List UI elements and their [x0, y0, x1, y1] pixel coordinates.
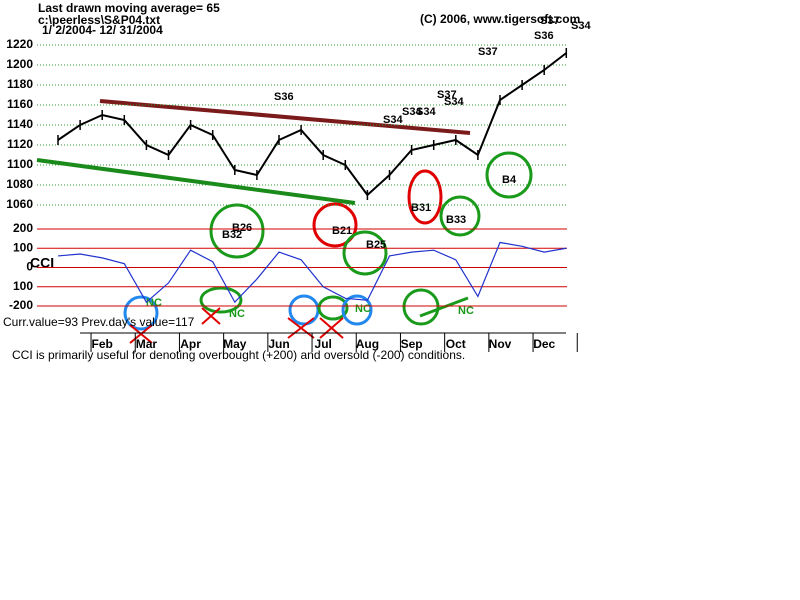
signal-circles: [123, 151, 533, 331]
series-line: [57, 241, 567, 304]
signal: S37: [540, 15, 560, 27]
y-tick-label: 1100: [7, 157, 33, 171]
y-tick-label: 0: [26, 260, 33, 274]
date-range: 1/ 2/2004- 12/ 31/2004: [42, 23, 163, 37]
signal: B32: [222, 229, 242, 241]
y-tick-label: 1060: [6, 197, 33, 211]
x-tick-label: Aug: [356, 337, 379, 351]
signal: S37: [478, 46, 498, 58]
y-tick-label: 100: [13, 279, 33, 293]
x-tick-label: Dec: [533, 337, 555, 351]
y-tick-label: 1160: [7, 97, 33, 111]
signal: S34: [416, 106, 436, 118]
signal: NC: [355, 303, 371, 315]
signal: B25: [366, 239, 386, 251]
signal: S34: [383, 114, 403, 126]
cross-marks: [129, 307, 344, 344]
signal: B31: [411, 202, 431, 214]
signal: B4: [502, 174, 517, 186]
x-tick-label: Oct: [446, 337, 466, 351]
divergence-line: [419, 296, 469, 318]
chart-title: Last drawn moving average= 65: [38, 1, 220, 15]
signal: B26: [232, 222, 252, 234]
y-tick-label: 1120: [7, 137, 33, 151]
resistance-trendline: [99, 99, 471, 135]
caption: CCI is primarily useful for denoting ove…: [12, 348, 465, 362]
signal: S34: [402, 106, 422, 118]
signal: NC: [146, 297, 162, 309]
signals: S36 S34 S34 S34 S37 S34 S37 S36 S37 S34 …: [146, 15, 591, 320]
y-tick-label: 100: [13, 240, 33, 254]
x-tick-label: Mar: [136, 337, 158, 351]
signal: NC: [458, 305, 474, 317]
y-tick-label: -200: [9, 298, 33, 312]
x-tick-label: Feb: [92, 337, 113, 351]
y-tick-label: 1180: [7, 77, 33, 91]
x-tick-label: Apr: [180, 337, 201, 351]
signal: S37: [437, 89, 457, 101]
file-name: c:\peerless\S&P04.txt: [38, 13, 160, 27]
y-tick-label: 200: [13, 221, 33, 235]
support-trendline: [36, 158, 356, 205]
x-tick-label: Sep: [401, 337, 423, 351]
series-line: [57, 52, 567, 197]
signal: S36: [534, 30, 554, 42]
signal: S34: [444, 96, 464, 108]
x-tick-label: May: [223, 337, 247, 351]
x-tick-label: Nov: [489, 337, 512, 351]
signal: S34: [571, 20, 591, 32]
y-tick-label: 1080: [6, 177, 33, 191]
y-axis-title: CCI: [30, 255, 54, 271]
current-value: Curr.value=93 Prev.day's value=117: [3, 315, 195, 329]
signal: NC: [229, 308, 245, 320]
signal: B33: [446, 214, 466, 226]
y-tick-label: 1140: [7, 117, 33, 131]
signal: B21: [332, 225, 352, 237]
x-tick-label: Jun: [268, 337, 289, 351]
copyright: (C) 2006, www.tigersoft.com: [420, 12, 580, 26]
y-tick-label: 1220: [6, 37, 33, 51]
y-tick-label: 1200: [6, 57, 33, 71]
x-tick-label: Jul: [315, 337, 332, 351]
signal: S36: [274, 91, 294, 103]
